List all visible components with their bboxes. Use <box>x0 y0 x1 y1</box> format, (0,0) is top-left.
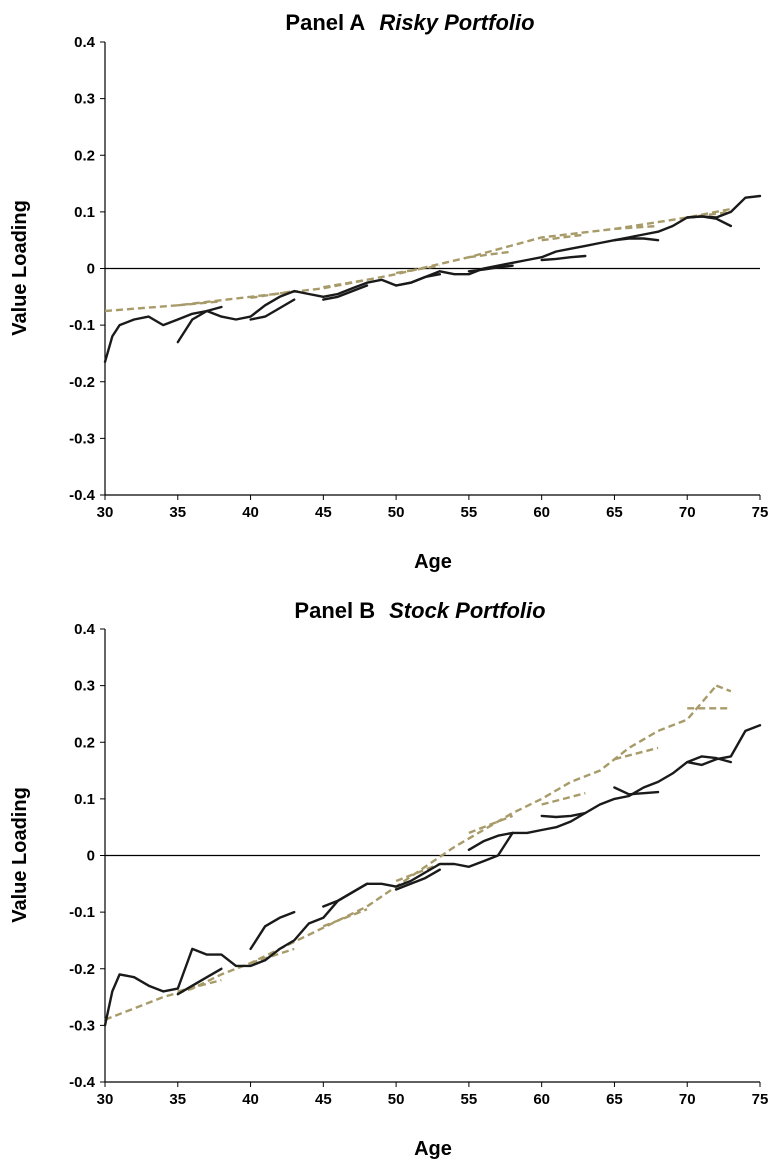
panel-a-series-solid-line-7 <box>613 237 660 242</box>
panel-a-series-solid-line-3 <box>322 284 369 301</box>
panel-a-series-dashed-line-16 <box>614 224 659 231</box>
panel-a-x-tick-label: 35 <box>169 504 186 521</box>
panel-b-series-dashed-line-12 <box>322 908 368 928</box>
panel-a-series-dashed-line-14 <box>468 250 513 259</box>
panel-a-x-tick-label: 55 <box>461 504 478 521</box>
panel-a-series-solid-line-8 <box>686 215 733 228</box>
panel-a-series-solid-line-2 <box>249 298 296 321</box>
panel-a-y-tick-label: 0.2 <box>74 147 95 164</box>
panel-a-series-solid-line-6 <box>540 254 587 262</box>
panel-b-x-tick-label: 35 <box>169 1091 186 1108</box>
panel-b-x-tick-label: 40 <box>242 1091 259 1108</box>
panel-a-series-dashed-line-17 <box>687 210 732 219</box>
panel-b-series-solid-line-0 <box>103 724 762 1027</box>
panel-a-y-tick-label: 0 <box>87 261 95 278</box>
panel-a-y-tick-label: 0.4 <box>74 34 96 51</box>
panel-b-y-tick-label: 0.4 <box>74 621 96 638</box>
panel-b-y-tick-label: 0.1 <box>74 791 95 808</box>
panel-a-x-tick-label: 40 <box>242 504 259 521</box>
panel-b-y-tick-label: -0.3 <box>69 1017 95 1034</box>
panel-b-series-dashed-line-16 <box>614 746 659 761</box>
panel-a-x-tick-label: 75 <box>752 504 769 521</box>
panel-b: Panel B Stock Portfolio Value Loading Age… <box>9 598 768 1160</box>
panel-a-series-dashed-line-15 <box>541 233 586 242</box>
panel-b-title-text: Panel B <box>294 598 375 623</box>
panel-b-title: Panel B Stock Portfolio <box>294 598 545 623</box>
panel-b-series-solid-line-1 <box>176 967 223 996</box>
panel-b-x-tick-label: 30 <box>97 1091 114 1108</box>
panel-a-x-tick-label: 30 <box>97 504 114 521</box>
panel-b-series-dashed-line-9 <box>104 684 718 1021</box>
panel-a-x-tick-label: 45 <box>315 504 332 521</box>
panel-a-x-tick-label: 50 <box>388 504 405 521</box>
panel-b-x-tick-label: 70 <box>679 1091 696 1108</box>
panel-b-y-tick-label: -0.4 <box>69 1074 96 1091</box>
panel-a-subtitle: Risky Portfolio <box>379 10 534 35</box>
panel-b-x-tick-label: 45 <box>315 1091 332 1108</box>
panel-a-series-dashed-line-12 <box>323 278 368 289</box>
panel-a-series-solid-line-1 <box>176 305 223 344</box>
panel-b-series-solid-line-5 <box>467 831 514 851</box>
panel-a-series-dashed-line-13 <box>395 264 440 275</box>
panel-b-x-tick-label: 65 <box>606 1091 623 1108</box>
panel-a-series-dashed-line-9 <box>104 207 732 313</box>
panel-a-y-tick-label: -0.4 <box>69 487 96 504</box>
panel-b-series-solid-line-4 <box>394 868 441 891</box>
panel-b-x-tick-label: 50 <box>388 1091 405 1108</box>
panel-a-series-dashed-line-10 <box>177 300 222 307</box>
panel-b-series-dashed-line-18 <box>715 684 732 693</box>
panel-b-y-tick-label: 0 <box>87 848 95 865</box>
panel-a-series-solid-line-5 <box>467 264 514 273</box>
panel-b-xlabel: Age <box>414 1138 452 1160</box>
panel-a-y-tick-label: -0.3 <box>69 430 95 447</box>
panel-a-y-tick-label: 0.3 <box>74 91 95 108</box>
panel-b-x-tick-label: 55 <box>461 1091 478 1108</box>
panel-b-y-tick-label: 0.2 <box>74 734 95 751</box>
panel-a-y-tick-label: -0.2 <box>69 374 95 391</box>
panel-b-y-tick-label: -0.1 <box>69 904 95 921</box>
panel-a-xlabel: Age <box>414 551 452 573</box>
panel-b-subtitle: Stock Portfolio <box>389 598 545 623</box>
panel-a: Panel A Risky Portfolio Value Loading Age… <box>9 10 768 573</box>
panel-a-ylabel: Value Loading <box>9 200 31 336</box>
panel-b-series-dashed-line-14 <box>468 814 514 835</box>
panel-b-series-dashed-line-13 <box>395 862 441 883</box>
panel-b-series-solid-line-2 <box>249 910 296 951</box>
panel-a-series-solid-line-4 <box>394 273 441 287</box>
panel-b-series-solid-line-3 <box>322 882 369 908</box>
panel-b-x-tick-label: 75 <box>752 1091 769 1108</box>
panel-b-ylabel: Value Loading <box>9 787 31 923</box>
panel-a-title: Panel A Risky Portfolio <box>285 10 534 35</box>
panel-a-y-tick-label: 0.1 <box>74 204 95 221</box>
panel-b-series-solid-line-6 <box>540 811 587 819</box>
panel-a-title-text: Panel A <box>285 10 365 35</box>
panel-a-x-tick-label: 60 <box>533 504 550 521</box>
panel-b-series-solid-line-7 <box>613 786 660 796</box>
panel-b-y-tick-label: -0.2 <box>69 961 95 978</box>
panel-b-x-tick-label: 60 <box>533 1091 550 1108</box>
panel-b-series-dashed-line-10 <box>177 978 222 993</box>
panel-a-x-tick-label: 70 <box>679 504 696 521</box>
panel-a-x-tick-label: 65 <box>606 504 623 521</box>
panel-a-series-dashed-line-11 <box>250 289 295 300</box>
panel-a-y-tick-label: -0.1 <box>69 317 95 334</box>
panel-b-y-tick-label: 0.3 <box>74 678 95 695</box>
panel-b-series-dashed-line-15 <box>541 792 586 806</box>
panel-b-series-solid-line-8 <box>686 755 733 764</box>
